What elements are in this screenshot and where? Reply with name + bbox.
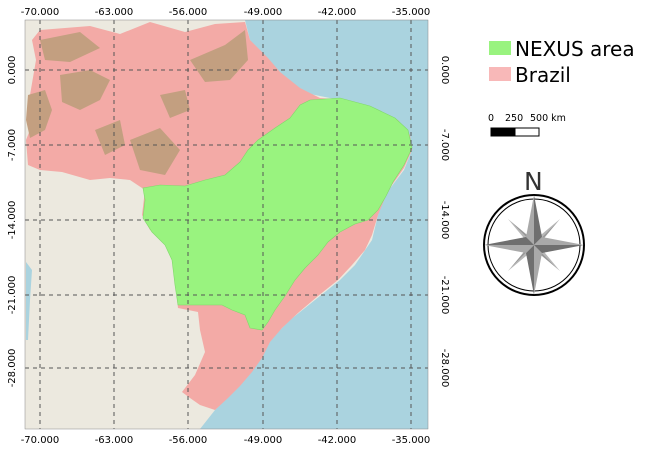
legend-label-brazil: Brazil: [515, 63, 571, 87]
legend-swatch-brazil: [489, 67, 511, 81]
north-label: N: [524, 167, 543, 196]
x-axis-bottom: -70.000 -63.000 -56.000 -49.000 -42.000 …: [21, 435, 431, 446]
y-tick-label: -28.000: [439, 349, 450, 388]
x-tick-label: -63.000: [95, 435, 134, 446]
north-arrow: N: [483, 167, 585, 296]
map-frame: [25, 20, 428, 429]
x-tick-label: -56.000: [169, 7, 208, 18]
y-tick-label: -7.000: [439, 129, 450, 161]
graticule: [25, 20, 428, 429]
y-tick-label: -21.000: [7, 276, 18, 315]
x-tick-label: -42.000: [318, 435, 357, 446]
y-axis-left: 0.000 -7.000 -14.000 -21.000 -28.000: [7, 56, 18, 388]
y-tick-label: -14.000: [7, 201, 18, 240]
x-tick-label: -70.000: [21, 435, 60, 446]
forest-patch: [60, 70, 110, 110]
x-tick-label: -70.000: [21, 7, 60, 18]
forest-patch: [160, 90, 190, 118]
legend-swatch-nexus: [489, 41, 511, 55]
y-tick-label: 0.000: [439, 56, 450, 85]
scale-label-250: 250: [505, 113, 523, 124]
compass-rose-icon: [483, 194, 585, 296]
scale-bar: 0 250 500 km: [488, 113, 566, 137]
scale-segment-black: [490, 127, 516, 137]
y-tick-label: -28.000: [7, 349, 18, 388]
forest-patch: [130, 128, 180, 175]
x-tick-label: -56.000: [169, 435, 208, 446]
forest-patch: [95, 120, 125, 155]
nexus-area-region: [142, 97, 413, 331]
x-tick-label: -42.000: [318, 7, 357, 18]
x-tick-label: -35.000: [392, 435, 431, 446]
x-tick-label: -49.000: [244, 435, 283, 446]
scale-label-500: 500 km: [530, 113, 566, 124]
y-tick-label: -21.000: [439, 276, 450, 315]
west-lake: [26, 262, 32, 340]
y-tick-label: -14.000: [439, 201, 450, 240]
scale-label-0: 0: [488, 113, 494, 124]
y-tick-label: -7.000: [7, 129, 18, 161]
x-tick-label: -49.000: [244, 7, 283, 18]
x-axis-top: -70.000 -63.000 -56.000 -49.000 -42.000 …: [21, 7, 431, 18]
forest-patch: [40, 32, 100, 62]
x-tick-label: -35.000: [392, 7, 431, 18]
legend-label-nexus: NEXUS area: [515, 37, 635, 61]
scale-segment-white: [514, 127, 540, 137]
legend: NEXUS area Brazil: [489, 37, 635, 87]
x-tick-label: -63.000: [95, 7, 134, 18]
y-tick-label: 0.000: [7, 56, 18, 85]
forest-patch: [26, 90, 52, 138]
y-axis-right: 0.000 -7.000 -14.000 -21.000 -28.000: [439, 56, 450, 388]
forest-patch: [190, 30, 248, 82]
